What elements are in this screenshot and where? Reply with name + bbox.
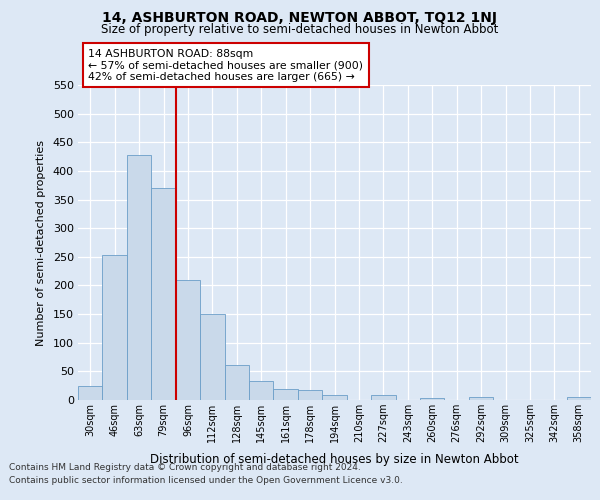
X-axis label: Distribution of semi-detached houses by size in Newton Abbot: Distribution of semi-detached houses by … [150,454,519,466]
Bar [420,398,445,400]
Bar [322,396,347,400]
Y-axis label: Number of semi-detached properties: Number of semi-detached properties [36,140,46,346]
Bar [176,280,200,400]
Text: Contains public sector information licensed under the Open Government Licence v3: Contains public sector information licen… [9,476,403,485]
Bar [469,397,493,400]
Bar [151,188,176,400]
Bar [566,396,591,400]
Bar [274,388,298,400]
Bar [249,380,274,400]
Bar [224,365,249,400]
Text: 14, ASHBURTON ROAD, NEWTON ABBOT, TQ12 1NJ: 14, ASHBURTON ROAD, NEWTON ABBOT, TQ12 1… [103,11,497,25]
Bar [127,155,151,400]
Text: Contains HM Land Registry data © Crown copyright and database right 2024.: Contains HM Land Registry data © Crown c… [9,464,361,472]
Text: Size of property relative to semi-detached houses in Newton Abbot: Size of property relative to semi-detach… [101,22,499,36]
Text: 14 ASHBURTON ROAD: 88sqm
← 57% of semi-detached houses are smaller (900)
42% of : 14 ASHBURTON ROAD: 88sqm ← 57% of semi-d… [88,48,363,82]
Bar [78,386,103,400]
Bar [298,390,322,400]
Bar [200,314,224,400]
Bar [371,396,395,400]
Bar [103,255,127,400]
